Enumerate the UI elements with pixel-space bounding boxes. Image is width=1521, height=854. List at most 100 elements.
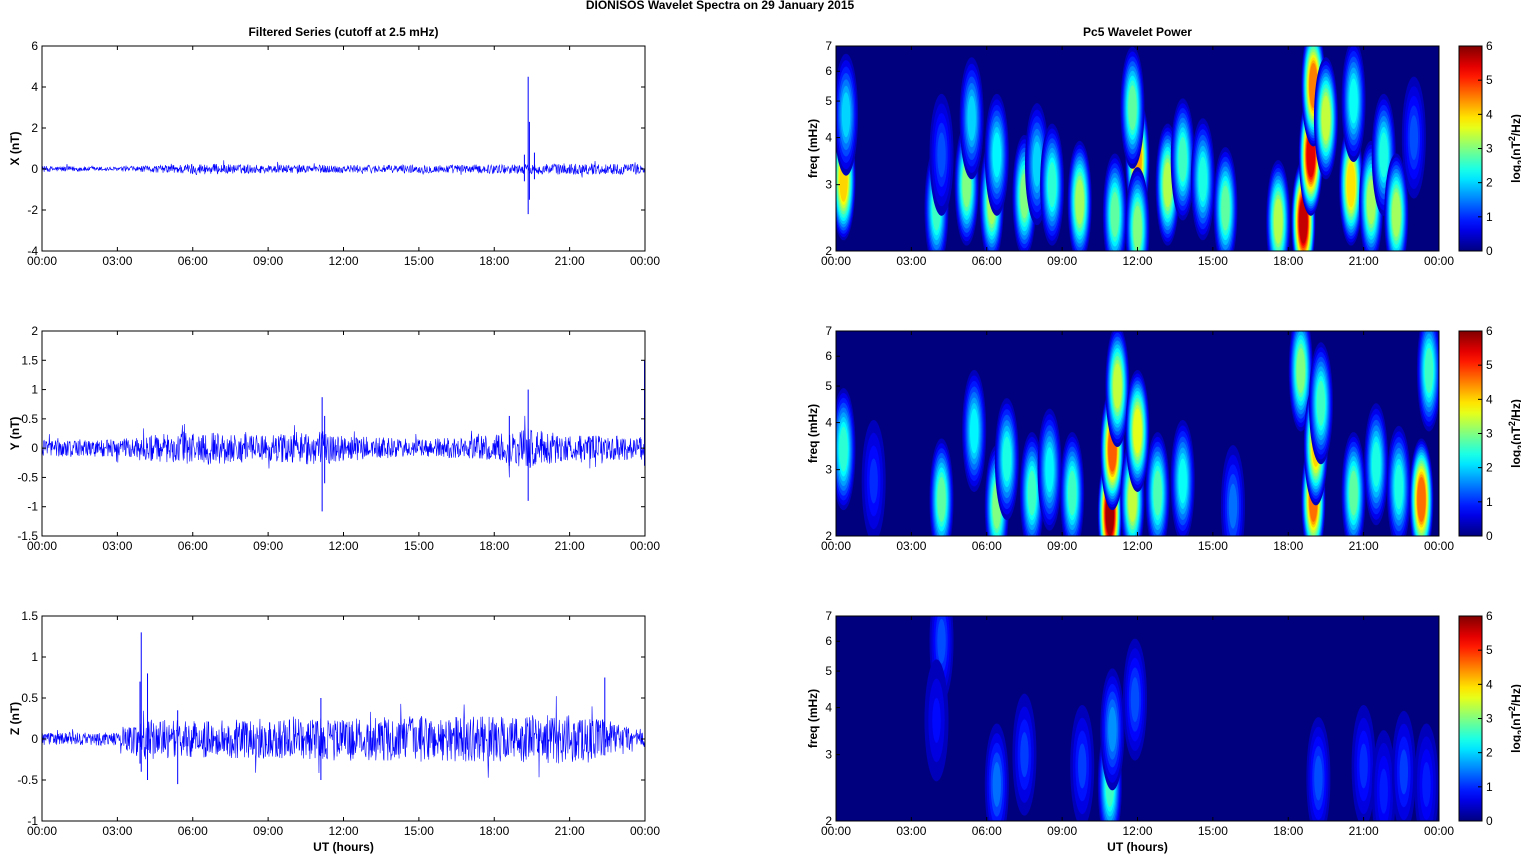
x-tick-label: 00:00 <box>1424 254 1454 268</box>
y-tick-label: 4 <box>31 80 38 94</box>
x-tick-label: 15:00 <box>1198 539 1228 553</box>
power-blob <box>1078 743 1087 789</box>
x-tick-label: 09:00 <box>1047 539 1077 553</box>
x-tick-label: 12:00 <box>1122 254 1152 268</box>
x-tick-label: 00:00 <box>630 824 660 838</box>
x-tick-label: 21:00 <box>1349 254 1379 268</box>
y-tick-label: 7 <box>825 324 832 338</box>
panel-title: Pc5 Wavelet Power <box>1083 25 1192 39</box>
x-tick-label: 18:00 <box>479 824 509 838</box>
power-blob <box>1198 156 1208 202</box>
power-blob <box>1133 205 1142 251</box>
power-blob <box>1359 743 1368 789</box>
power-blob <box>1163 162 1172 208</box>
y-axis-label: freq (mHz) <box>806 404 820 463</box>
power-blob <box>1027 470 1037 516</box>
y-tick-label: 6 <box>825 634 832 648</box>
power-blob <box>1349 78 1358 124</box>
x-tick-label: 00:00 <box>821 824 851 838</box>
y-tick-label: 2 <box>825 244 832 258</box>
power-blob <box>1316 380 1326 426</box>
colorbar-label-part: /Hz) <box>1509 114 1521 136</box>
x-tick-label: 09:00 <box>253 824 283 838</box>
x-tick-label: 00:00 <box>630 254 660 268</box>
colorbar-tick-label: 0 <box>1486 814 1493 828</box>
x-tick-label: 03:00 <box>896 824 926 838</box>
y-tick-label: 5 <box>825 664 832 678</box>
x-tick-label: 15:00 <box>404 254 434 268</box>
colorbar-label-part: log <box>1509 735 1521 753</box>
power-blob <box>1032 141 1042 187</box>
plot-frame <box>41 330 646 537</box>
x-tick-label: 12:00 <box>328 539 358 553</box>
y-tick-label: 6 <box>31 39 38 53</box>
power-blob <box>1417 476 1426 522</box>
colorbar-label-part: /Hz) <box>1509 399 1521 421</box>
plot-frame <box>41 45 646 252</box>
power-blob <box>1110 191 1120 237</box>
heatmap-cells <box>836 46 1426 251</box>
x-tick-label: 12:00 <box>1122 824 1152 838</box>
line-panel-3: -1 -0.5 0 0.5 1 1.5 00:00 03:00 06:00 09:00 12:00 1… <box>8 609 660 854</box>
power-blob <box>1047 162 1057 208</box>
signal-trace <box>41 160 646 178</box>
power-blob <box>1349 470 1358 516</box>
x-tick-label: 18:00 <box>1273 254 1303 268</box>
colorbar-label-part: (nT <box>1509 711 1521 730</box>
x-tick-label: 18:00 <box>479 254 509 268</box>
power-blob <box>937 132 946 178</box>
y-tick-label: 2 <box>31 324 38 338</box>
colorbar-label-part: log <box>1509 165 1521 183</box>
x-tick-label: 21:00 <box>1349 824 1379 838</box>
line-panel-2: -1.5 -1 -0.5 0 0.5 1 1.5 2 00:00 03:00 06:00 09:00 1… <box>8 324 660 553</box>
colorbar-tick-label: 4 <box>1486 392 1493 406</box>
y-tick-label: 6 <box>825 349 832 363</box>
x-tick-label: 21:00 <box>555 824 585 838</box>
power-blob <box>1274 198 1283 244</box>
y-tick-label: 0.5 <box>21 412 38 426</box>
x-tick-label: 12:00 <box>1122 539 1152 553</box>
y-tick-label: -1 <box>27 814 38 828</box>
y-tick-label: 1 <box>31 383 38 397</box>
figure-title: DIONISOS Wavelet Spectra on 29 January 2… <box>586 0 855 12</box>
x-tick-label: 06:00 <box>972 539 1002 553</box>
x-tick-label: 06:00 <box>972 254 1002 268</box>
y-tick-label: 0 <box>31 441 38 455</box>
colorbar-label: log2(nT2/Hz) <box>1507 399 1521 468</box>
panels-layer: -4 -2 0 2 4 6 00:00 03:00 06:00 09:00 12:00 15:00 18… <box>8 25 1521 854</box>
power-blob <box>1228 483 1238 529</box>
y-tick-label: 1.5 <box>21 609 38 623</box>
heatmap-panel-1: 2 3 4 5 6 7 00:00 03:00 06:00 09:00 12:00 15:00 18:0… <box>806 25 1521 268</box>
colorbar-label-part: 2 <box>1516 445 1521 450</box>
x-tick-label: 21:00 <box>555 254 585 268</box>
x-tick-label: 15:00 <box>404 824 434 838</box>
colorbar-label-part: 2 <box>1507 421 1517 426</box>
y-tick-label: 3 <box>825 178 832 192</box>
y-tick-label: 0 <box>31 732 38 746</box>
power-blob <box>967 95 976 141</box>
y-tick-label: -1.5 <box>17 529 38 543</box>
y-tick-label: 5 <box>825 379 832 393</box>
colorbar-tick-label: 0 <box>1486 244 1493 258</box>
colorbar-label-part: 2 <box>1516 730 1521 735</box>
power-blob <box>841 92 851 138</box>
colorbar-tick-label: 5 <box>1486 358 1493 372</box>
power-blob <box>1020 732 1029 778</box>
x-tick-label: 00:00 <box>821 539 851 553</box>
heatmap-cells <box>924 616 1439 821</box>
power-blob <box>1075 179 1084 225</box>
y-axis-label: Z (nT) <box>8 702 22 735</box>
x-axis-label: UT (hours) <box>313 840 374 854</box>
y-axis-label: freq (mHz) <box>806 689 820 748</box>
colorbar-label-part: /Hz) <box>1509 684 1521 706</box>
y-tick-label: -4 <box>27 244 38 258</box>
power-blob <box>1422 761 1431 807</box>
colorbar-label-part: 2 <box>1516 160 1521 165</box>
colorbar-tick-label: 0 <box>1486 529 1493 543</box>
x-tick-label: 18:00 <box>479 539 509 553</box>
power-blob <box>1178 458 1187 504</box>
x-tick-label: 09:00 <box>1047 254 1077 268</box>
power-blob <box>1128 85 1137 131</box>
y-tick-label: -1 <box>27 500 38 514</box>
